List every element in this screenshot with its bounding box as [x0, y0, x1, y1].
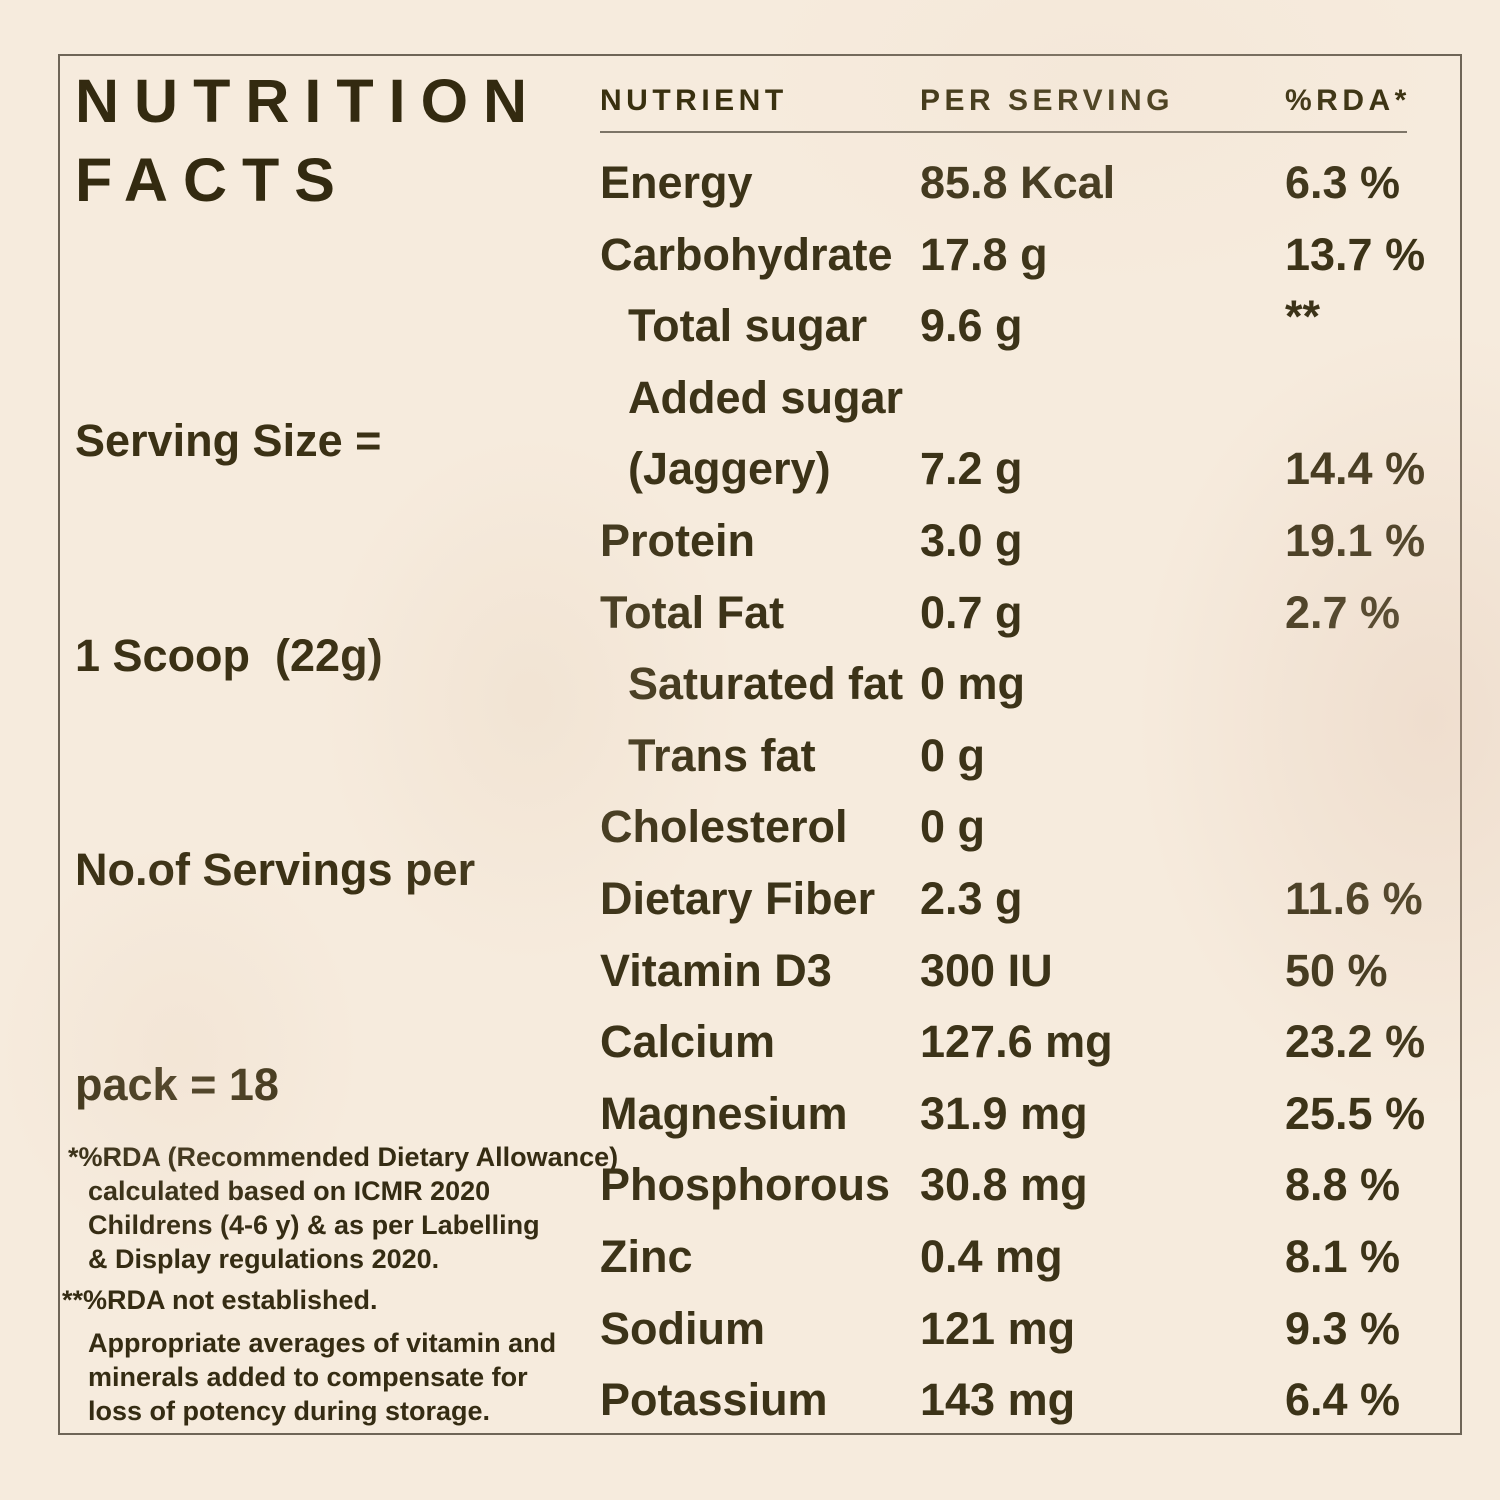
row-label: Potassium [600, 1374, 828, 1426]
footnote-rda-not-established: **%RDA not established. [62, 1285, 378, 1315]
table-row: Zinc 0.4 mg 8.1 % [600, 1221, 1462, 1293]
row-label: Cholesterol [600, 801, 848, 853]
row-label: Saturated fat [628, 658, 904, 710]
row-label: Vitamin D3 [600, 944, 832, 996]
row-rda: 2.7 % [1285, 586, 1401, 638]
table-header: NUTRIENT PER SERVING %RDA* [600, 84, 1462, 124]
header-divider-line [600, 131, 1407, 133]
row-label: Carbohydrate [600, 228, 893, 280]
table-row: Cholesterol 0 g [600, 791, 1462, 863]
row-label: Zinc [600, 1231, 693, 1282]
table-row: (Jaggery) 7.2 g 14.4 % [600, 433, 1462, 505]
nutrient-table: Energy 85.8 Kcal 6.3 % Carbohydrate 17.8 g 13… [600, 147, 1462, 1436]
row-rda: 11.6 % [1285, 873, 1423, 924]
row-value: 17.8 g [920, 228, 1048, 280]
serving-size-line: Serving Size = [75, 415, 382, 466]
row-value: 127.6 mg [920, 1016, 1113, 1068]
row-value: 0 g [920, 801, 986, 853]
row-value: 0.4 mg [920, 1231, 1063, 1282]
table-row: Saturated fat 0 mg [600, 648, 1462, 720]
row-label: Phosphorous [600, 1159, 890, 1211]
table-row: Magnesium 31.9 mg 25.5 % [600, 1078, 1462, 1150]
row-label: Total sugar [628, 300, 868, 352]
row-value: 85.8 Kcal [920, 157, 1116, 208]
serving-scoop-line: 1 Scoop (22g) [75, 629, 383, 681]
row-label: (Jaggery) [628, 443, 831, 495]
row-label: Sodium [600, 1302, 765, 1354]
table-row: Trans fat 0 g [600, 720, 1462, 792]
row-value: 143 mg [920, 1374, 1076, 1426]
row-rda: 8.8 % [1285, 1159, 1401, 1211]
row-value: 300 IU [920, 944, 1053, 996]
table-row: Calcium 127.6 mg 23.2 % [600, 1006, 1462, 1078]
row-rda: 25.5 % [1285, 1087, 1426, 1139]
row-label: Dietary Fiber [600, 873, 876, 924]
row-label: Total Fat [600, 586, 785, 638]
title-line-1: NUTRITION [75, 67, 543, 135]
pack-count-line: pack = 18 [75, 1058, 279, 1110]
row-value: 121 mg [920, 1302, 1076, 1354]
row-rda: 50 % [1285, 944, 1388, 996]
table-row: Vitamin D3 300 IU 50 % [600, 935, 1462, 1007]
serving-info: Serving Size = 1 Scoop (22g) No.of Servi… [75, 262, 555, 1192]
row-rda: ** [1285, 291, 1321, 343]
row-value: 0.7 g [920, 586, 1023, 638]
row-label: Trans fat [628, 729, 816, 781]
row-label: Protein [600, 515, 756, 566]
table-row: Total Fat 0.7 g 2.7 % [600, 577, 1462, 649]
table-row: Total sugar 9.6 g ** [600, 290, 1462, 362]
row-rda: 23.2 % [1285, 1016, 1426, 1068]
servings-per-pack-line: No.of Servings per [75, 844, 476, 895]
row-value: 7.2 g [920, 443, 1023, 495]
column-header-per-serving: PER SERVING [920, 84, 1175, 117]
row-label: Energy [600, 157, 753, 208]
page-title: NUTRITION FACTS [75, 62, 542, 220]
row-label: Calcium [600, 1016, 776, 1068]
label-border-frame [58, 54, 1462, 1435]
row-label: Added sugar [628, 371, 904, 423]
row-rda: 6.3 % [1285, 157, 1401, 208]
footnote-rda-definition: *%RDA (Recommended Dietary Allowance) ca… [68, 1142, 619, 1274]
table-row: Carbohydrate 17.8 g 13.7 % [600, 219, 1462, 291]
table-row: Added sugar [600, 362, 1462, 434]
row-value: 31.9 mg [920, 1087, 1088, 1139]
row-rda: 14.4 % [1285, 443, 1426, 495]
table-row: Dietary Fiber 2.3 g 11.6 % [600, 863, 1462, 935]
row-value: 2.3 g [920, 873, 1023, 924]
table-row: Phosphorous 30.8 mg 8.8 % [600, 1149, 1462, 1221]
table-row: Energy 85.8 Kcal 6.3 % [600, 147, 1462, 219]
row-value: 9.6 g [920, 300, 1023, 352]
column-header-rda: %RDA* [1285, 84, 1411, 117]
footnote-vitamin-averages: Appropriate averages of vitamin and mine… [88, 1328, 557, 1426]
row-rda: 19.1 % [1285, 515, 1426, 566]
column-header-nutrient: NUTRIENT [600, 84, 788, 117]
title-line-2: FACTS [75, 146, 350, 214]
row-rda: 13.7 % [1285, 228, 1426, 280]
row-value: 0 g [920, 729, 986, 781]
row-value: 3.0 g [920, 515, 1023, 566]
table-row: Sodium 121 mg 9.3 % [600, 1293, 1462, 1365]
row-rda: 8.1 % [1285, 1231, 1401, 1282]
row-label: Magnesium [600, 1087, 848, 1139]
row-value: 30.8 mg [920, 1159, 1088, 1211]
row-value: 0 mg [920, 658, 1026, 710]
row-rda: 9.3 % [1285, 1302, 1401, 1354]
row-rda: 6.4 % [1285, 1374, 1401, 1426]
table-row: Potassium 143 mg 6.4 % [600, 1364, 1462, 1436]
table-row: Protein 3.0 g 19.1 % [600, 505, 1462, 577]
